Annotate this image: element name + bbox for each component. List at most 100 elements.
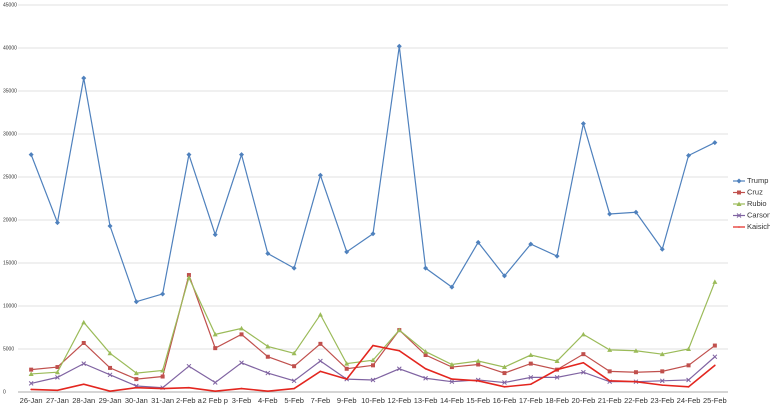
x-tick-label: 20-Feb (571, 396, 595, 405)
marker (160, 291, 166, 297)
marker (133, 299, 139, 305)
marker (186, 152, 192, 158)
marker (186, 273, 191, 278)
marker (451, 378, 453, 380)
marker (212, 232, 218, 238)
marker (317, 312, 323, 317)
x-tick-label: 25-Feb (703, 396, 727, 405)
marker (344, 361, 350, 366)
marker (317, 172, 323, 178)
marker (318, 341, 323, 346)
x-tick-label: 28-Jan (72, 396, 95, 405)
marker (370, 357, 376, 363)
y-tick-label: 20000 (3, 217, 17, 223)
marker (186, 275, 192, 280)
legend-marker (736, 201, 742, 206)
marker (293, 387, 295, 390)
marker (633, 209, 639, 215)
marker (81, 319, 87, 325)
legend-label: Carson (747, 210, 770, 219)
marker (712, 354, 718, 360)
marker (55, 365, 60, 370)
marker (133, 370, 139, 376)
marker (580, 121, 586, 127)
marker (712, 279, 718, 284)
marker (423, 265, 429, 271)
marker (239, 325, 245, 331)
marker (160, 374, 165, 379)
legend-label: Trump (747, 176, 768, 185)
marker (477, 380, 479, 382)
x-tick-label: 21-Feb (598, 396, 622, 405)
marker (186, 363, 192, 369)
y-tick-label: 35000 (3, 88, 17, 94)
marker (396, 327, 402, 333)
marker (108, 365, 113, 370)
marker (107, 372, 113, 378)
marker (475, 358, 481, 364)
x-tick-label: 29-Jan (99, 396, 122, 405)
x-tick-label: 24-Feb (677, 396, 701, 405)
marker (265, 343, 271, 349)
marker (29, 367, 34, 372)
marker (633, 348, 639, 353)
x-tick-label: 30-Jan (125, 396, 148, 405)
x-tick-label: 2-Feb a (176, 396, 203, 405)
marker (554, 253, 560, 259)
x-tick-label: 16-Feb (493, 396, 517, 405)
marker (501, 273, 507, 279)
x-tick-label: 4-Feb (258, 396, 278, 405)
marker (687, 386, 690, 388)
marker (686, 363, 691, 368)
marker (554, 375, 560, 380)
marker (581, 369, 586, 375)
marker (607, 369, 612, 374)
marker (292, 364, 297, 369)
marker (580, 331, 586, 337)
marker (686, 346, 692, 351)
marker (370, 377, 376, 383)
marker (82, 383, 85, 386)
marker (109, 390, 111, 392)
marker (608, 380, 611, 382)
marker (240, 387, 243, 390)
marker (371, 363, 375, 368)
marker (661, 384, 664, 386)
marker (502, 380, 507, 385)
marker (582, 361, 585, 364)
marker (267, 390, 269, 392)
marker (81, 361, 87, 366)
legend-marker (736, 213, 742, 218)
marker (212, 380, 218, 385)
marker (54, 369, 60, 375)
marker (135, 386, 138, 389)
x-tick-label: 7-Feb (311, 396, 331, 405)
y-tick-label: 45000 (3, 2, 17, 8)
marker (528, 352, 534, 358)
marker (239, 360, 244, 366)
marker (265, 251, 271, 257)
marker (212, 331, 218, 337)
marker (28, 152, 34, 158)
x-tick-label: 5-Feb (284, 396, 304, 405)
marker (659, 246, 665, 252)
marker (28, 371, 34, 376)
marker (607, 347, 613, 352)
marker (528, 375, 534, 380)
y-tick-label: 10000 (3, 303, 17, 309)
marker (214, 390, 217, 392)
marker (54, 220, 60, 226)
x-tick-label: 15-Feb (466, 396, 490, 405)
marker (291, 378, 297, 384)
y-tick-label: 30000 (3, 131, 17, 137)
marker (581, 352, 586, 357)
marker (291, 265, 297, 271)
marker (291, 350, 297, 356)
marker (28, 381, 34, 386)
legend-marker (738, 226, 740, 228)
marker (449, 365, 454, 370)
x-tick-label: 3-Feb (232, 396, 252, 405)
marker (635, 380, 637, 383)
x-tick-label: 12-Feb (387, 396, 411, 405)
marker (659, 378, 665, 384)
